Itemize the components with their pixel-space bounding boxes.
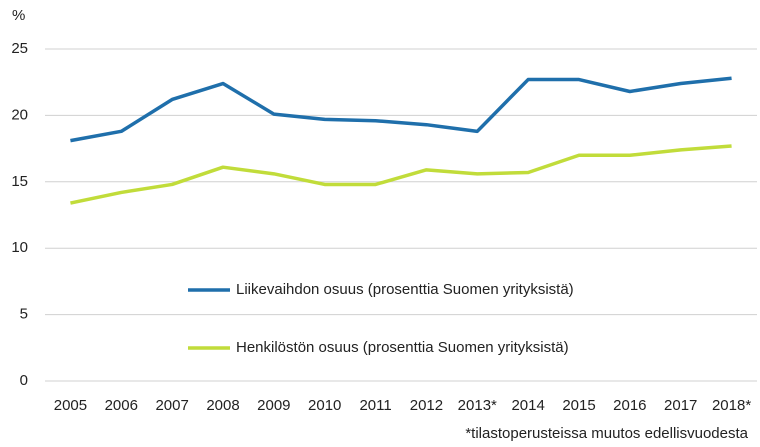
- y-tick-label: 25: [11, 40, 28, 57]
- y-axis-label: %: [12, 7, 25, 24]
- x-tick-label: 2013*: [458, 397, 497, 414]
- legend-label: Henkilöstön osuus (prosenttia Suomen yri…: [236, 339, 569, 356]
- legend-label: Liikevaihdon osuus (prosenttia Suomen yr…: [236, 281, 574, 298]
- series-line: [70, 76, 732, 143]
- y-tick-label: 20: [11, 106, 28, 123]
- x-tick-label: 2005: [54, 397, 87, 414]
- x-tick-label: 2007: [155, 397, 188, 414]
- y-tick-label: 10: [11, 239, 28, 256]
- y-tick-label: 5: [20, 306, 28, 323]
- x-tick-label: 2008: [206, 397, 239, 414]
- y-tick-label: 0: [20, 372, 28, 389]
- x-tick-label: 2016: [613, 397, 646, 414]
- x-tick-label: 2006: [105, 397, 138, 414]
- x-tick-label: 2015: [562, 397, 595, 414]
- series-line: [70, 144, 732, 205]
- x-tick-label: 2010: [308, 397, 341, 414]
- x-tick-label: 2014: [511, 397, 544, 414]
- x-tick-label: 2009: [257, 397, 290, 414]
- x-tick-label: 2011: [359, 397, 391, 414]
- x-tick-label: 2018*: [712, 397, 751, 414]
- x-tick-label: 2017: [664, 397, 697, 414]
- x-tick-label: 2012: [410, 397, 443, 414]
- y-tick-label: 15: [11, 173, 28, 190]
- footnote: *tilastoperusteissa muutos edellisvuodes…: [465, 425, 748, 442]
